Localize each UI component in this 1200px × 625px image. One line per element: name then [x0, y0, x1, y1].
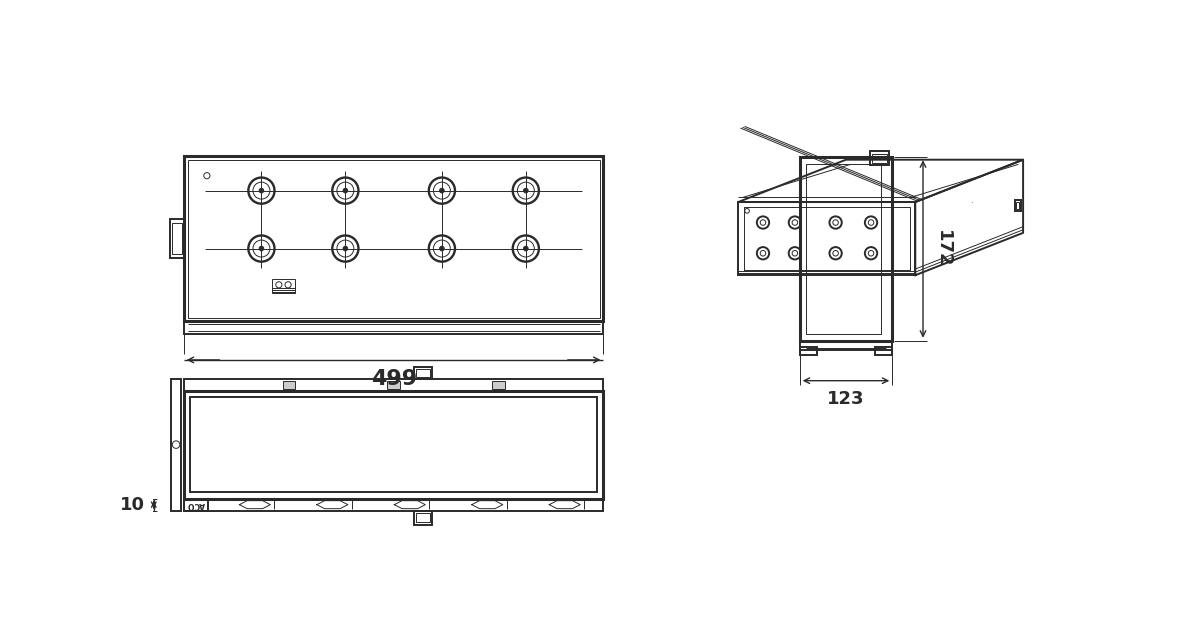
Bar — [184, 156, 604, 321]
Text: 499: 499 — [371, 369, 416, 389]
Bar — [184, 499, 604, 511]
Circle shape — [259, 188, 264, 193]
Bar — [184, 391, 604, 499]
Text: ·: · — [970, 199, 973, 208]
Text: 10: 10 — [120, 496, 144, 514]
Bar — [800, 347, 817, 354]
Bar — [416, 513, 430, 522]
Bar — [184, 379, 604, 391]
Bar — [800, 341, 893, 350]
Bar — [272, 279, 295, 293]
Bar — [1016, 202, 1019, 209]
Circle shape — [343, 246, 348, 251]
Bar — [492, 381, 505, 389]
Circle shape — [439, 246, 444, 251]
Bar — [414, 367, 432, 379]
Bar — [184, 499, 209, 511]
Text: 172: 172 — [934, 230, 952, 268]
Text: ACO: ACO — [187, 500, 205, 509]
Circle shape — [343, 188, 348, 193]
Bar — [170, 219, 184, 258]
Bar — [1015, 200, 1021, 211]
Bar — [282, 381, 295, 389]
Text: 123: 123 — [827, 390, 865, 408]
Bar — [875, 347, 893, 354]
Bar — [190, 397, 598, 492]
Bar — [414, 511, 432, 524]
Bar — [170, 379, 181, 511]
Circle shape — [523, 188, 528, 193]
Circle shape — [439, 188, 444, 193]
Bar — [388, 381, 400, 389]
Bar — [187, 160, 600, 318]
Bar — [872, 154, 887, 162]
Bar — [806, 164, 881, 334]
Circle shape — [259, 246, 264, 251]
Bar — [800, 158, 893, 341]
Bar — [870, 151, 889, 165]
Bar — [184, 321, 604, 334]
Circle shape — [523, 246, 528, 251]
Bar — [416, 369, 430, 377]
Bar — [173, 223, 182, 254]
